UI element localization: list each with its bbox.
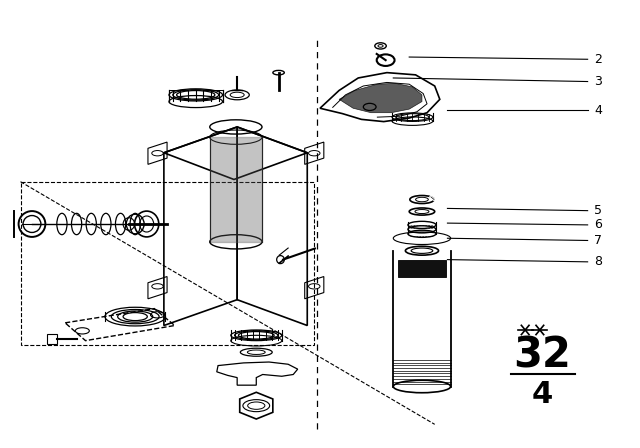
Text: 4: 4	[594, 104, 602, 117]
Text: 8: 8	[594, 255, 602, 268]
Text: 6: 6	[594, 218, 602, 231]
Text: 4: 4	[531, 379, 552, 409]
Text: 5: 5	[594, 204, 602, 217]
Text: 3: 3	[594, 75, 602, 88]
Polygon shape	[398, 260, 445, 277]
Polygon shape	[339, 83, 422, 113]
Text: 2: 2	[594, 53, 602, 66]
Text: 7: 7	[594, 234, 602, 247]
Polygon shape	[210, 137, 262, 242]
Text: 32: 32	[513, 334, 571, 376]
